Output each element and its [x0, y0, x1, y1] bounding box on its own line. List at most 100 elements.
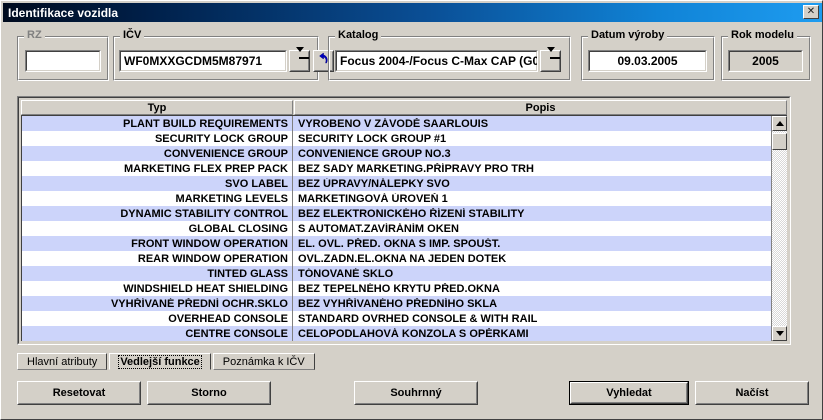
cell-typ: REAR WINDOW OPERATION — [137, 252, 288, 265]
title-bar: Identifikace vozidla ✕ — [3, 3, 822, 22]
cell-popis: BEZ VYHŘÍVANÉHO PŘEDNÍHO SKLA — [298, 297, 498, 310]
list-grid: PLANT BUILD REQUIREMENTS VYROBENO V ZÁVOD… — [21, 115, 787, 341]
table-row[interactable]: TINTED GLASS TÓNOVANÉ SKLO — [22, 266, 771, 281]
top-panel: RZ IČV WF0MXXGCDM5M87971 — [3, 23, 822, 88]
cell-popis: BEZ ELEKTRONICKÉHO ŘÍZENÍ STABILITY — [298, 207, 525, 220]
cancel-button[interactable]: Storno — [147, 381, 271, 405]
summary-button-label: Souhrnný — [390, 387, 442, 399]
scrollbar-thumb[interactable] — [772, 133, 787, 150]
rz-input[interactable] — [25, 50, 101, 72]
rz-group: RZ — [17, 29, 109, 81]
column-header-typ[interactable]: Typ — [21, 100, 293, 115]
column-divider — [292, 206, 293, 221]
close-icon[interactable]: ✕ — [803, 5, 819, 19]
table-row[interactable]: GLOBAL CLOSING S AUTOMAT.ZAVÍRÁNÍM OKEN — [22, 221, 771, 236]
katalog-combo-input[interactable]: Focus 2004-/Focus C-Max CAP (G0 — [335, 50, 538, 72]
cell-popis: CELOPODLAHOVÁ KONZOLA S OPĚRKAMI — [298, 327, 529, 340]
cell-typ: MARKETING LEVELS — [175, 192, 288, 205]
tab-strip: Hlavní atributy Vedlejší funkce Poznámka k… — [17, 353, 791, 371]
column-divider — [292, 176, 293, 191]
search-button[interactable]: Vyhledat — [569, 381, 689, 405]
cell-popis: STANDARD OVRHED CONSOLE & WITH RAIL — [298, 312, 538, 325]
cell-popis: VYROBENO V ZÁVODĚ SAARLOUIS — [298, 117, 489, 130]
cell-popis: BEZ ÚPRAVY/NÁLEPKY SVO — [298, 177, 450, 190]
cell-popis: EL. OVL. PŘED. OKNA S IMP. SPOUŠT. — [298, 237, 501, 250]
table-row[interactable]: VYHŘÍVANÉ PŘEDNÍ OCHR.SKLO BEZ VYHŘÍVANÉH… — [22, 296, 771, 311]
cell-typ: GLOBAL CLOSING — [188, 222, 288, 235]
cell-popis: BEZ SADY MARKETING.PŘÍPRAVY PRO TRH — [298, 162, 534, 175]
icv-input[interactable]: WF0MXXGCDM5M87971 — [119, 50, 287, 72]
datum-vyroby-input[interactable]: 09.03.2005 — [588, 50, 707, 72]
cell-popis: S AUTOMAT.ZAVÍRÁNÍM OKEN — [298, 222, 459, 235]
search-button-label: Vyhledat — [606, 387, 652, 399]
datum-vyroby-group: Datum výroby 09.03.2005 — [581, 29, 715, 81]
column-divider — [292, 236, 293, 251]
tab-1[interactable]: Vedlejší funkce — [109, 353, 211, 370]
window-title: Identifikace vozidla — [8, 5, 119, 20]
load-button[interactable]: Načíst — [695, 381, 809, 405]
icv-input-value: WF0MXXGCDM5M87971 — [124, 54, 263, 68]
table-row[interactable]: PLANT BUILD REQUIREMENTS VYROBENO V ZÁVOD… — [22, 116, 771, 131]
cell-popis: OVL.ZADN.EL.OKNA NA JEDEN DOTEK — [298, 252, 507, 265]
tab-2[interactable]: Poznámka k IČV — [212, 353, 315, 370]
list-rows: PLANT BUILD REQUIREMENTS VYROBENO V ZÁVOD… — [22, 116, 771, 341]
column-divider — [292, 311, 293, 326]
column-header-popis[interactable]: Popis — [294, 100, 787, 115]
cell-typ: SECURITY LOCK GROUP — [154, 132, 288, 145]
cell-typ: WINDSHIELD HEAT SHIELDING — [123, 282, 288, 295]
scrollbar-track[interactable] — [772, 131, 787, 326]
summary-button[interactable]: Souhrnný — [354, 381, 478, 405]
reset-button-label: Resetovat — [52, 387, 106, 399]
cell-typ: SVO LABEL — [225, 177, 288, 190]
table-row[interactable]: MARKETING FLEX PREP PACK BEZ SADY MARKETI… — [22, 161, 771, 176]
katalog-value: Focus 2004-/Focus C-Max CAP (G0 — [340, 54, 538, 68]
table-row[interactable]: REAR WINDOW OPERATION OVL.ZADN.EL.OKNA NA… — [22, 251, 771, 266]
table-row[interactable]: MARKETING LEVELS MARKETINGOVÁ ÚROVEŇ 1 — [22, 191, 771, 206]
table-row[interactable]: SVO LABEL BEZ ÚPRAVY/NÁLEPKY SVO — [22, 176, 771, 191]
tab-strip-filler — [317, 353, 791, 370]
cell-typ: MARKETING FLEX PREP PACK — [124, 162, 288, 175]
list-header-row: Typ Popis — [21, 100, 787, 115]
tab-0[interactable]: Hlavní atributy — [17, 353, 108, 370]
column-divider — [292, 146, 293, 161]
scroll-up-button[interactable] — [772, 116, 787, 131]
table-row[interactable]: WINDSHIELD HEAT SHIELDING BEZ TEPELNÉHO K… — [22, 281, 771, 296]
cell-popis: BEZ TEPELNÉHO KRYTU PŘED.OKNA — [298, 282, 500, 295]
rok-modelu-value: 2005 — [752, 54, 779, 68]
rz-label: RZ — [24, 29, 45, 41]
column-divider — [292, 221, 293, 236]
table-row[interactable]: FRONT WINDOW OPERATION EL. OVL. PŘED. OKN… — [22, 236, 771, 251]
icv-label: IČV — [120, 29, 145, 41]
tab-label: Vedlejší funkce — [118, 354, 202, 369]
column-divider — [292, 326, 293, 341]
scroll-down-button[interactable] — [772, 326, 787, 341]
reset-button[interactable]: Resetovat — [17, 381, 141, 405]
rok-modelu-group: Rok modelu 2005 — [721, 29, 811, 81]
cell-typ: FRONT WINDOW OPERATION — [131, 237, 288, 250]
column-divider — [292, 281, 293, 296]
column-divider — [292, 161, 293, 176]
cell-popis: SECURITY LOCK GROUP #1 — [298, 132, 447, 145]
katalog-dropdown-button[interactable] — [540, 47, 561, 72]
table-row[interactable]: CENTRE CONSOLE CELOPODLAHOVÁ KONZOLA S OP… — [22, 326, 771, 341]
triangle-up-icon — [775, 121, 784, 126]
table-row[interactable]: DYNAMIC STABILITY CONTROL BEZ ELEKTRONICK… — [22, 206, 771, 221]
cell-popis: TÓNOVANÉ SKLO — [298, 267, 394, 280]
column-divider — [292, 191, 293, 206]
table-row[interactable]: CONVENIENCE GROUP CONVENIENCE GROUP NO.3 — [22, 146, 771, 161]
cell-typ: CONVENIENCE GROUP — [163, 147, 288, 160]
table-row[interactable]: OVERHEAD CONSOLE STANDARD OVRHED CONSOLE … — [22, 311, 771, 326]
column-divider — [292, 116, 293, 131]
cell-popis: CONVENIENCE GROUP NO.3 — [298, 147, 451, 160]
katalog-label: Katalog — [335, 29, 382, 41]
load-button-label: Načíst — [735, 387, 769, 399]
cell-typ: VYHŘÍVANÉ PŘEDNÍ OCHR.SKLO — [110, 297, 288, 310]
icv-dropdown-button[interactable] — [289, 47, 310, 72]
column-divider — [292, 131, 293, 146]
tab-label: Poznámka k IČV — [222, 355, 305, 368]
vertical-scrollbar[interactable] — [771, 116, 787, 341]
table-row[interactable]: SECURITY LOCK GROUP SECURITY LOCK GROUP #… — [22, 131, 771, 146]
cell-typ: OVERHEAD CONSOLE — [168, 312, 288, 325]
cell-typ: CENTRE CONSOLE — [185, 327, 288, 340]
